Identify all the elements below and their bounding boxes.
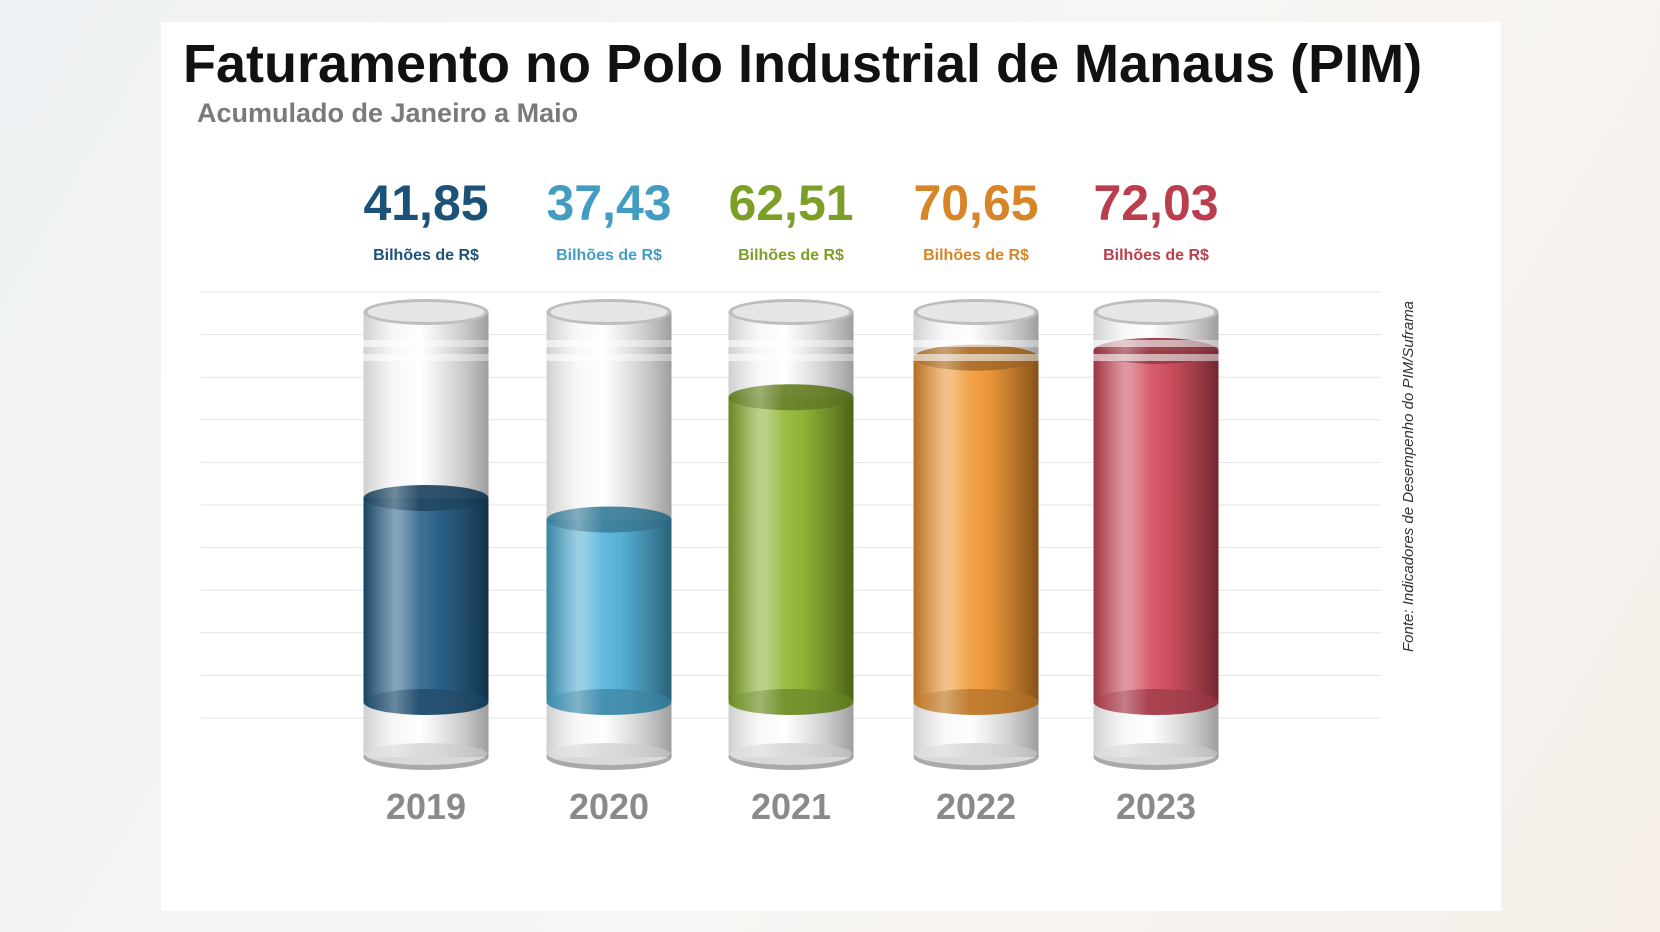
unit-label: Bilhões de R$ (738, 247, 844, 264)
year-label: 2022 (936, 786, 1016, 827)
chart-canvas: Faturamento no Polo Industrial de Manaus… (183, 34, 1422, 827)
tube-shine (363, 312, 489, 757)
bar-2023 (1093, 299, 1219, 770)
unit-label: Bilhões de R$ (1103, 247, 1209, 264)
source-note: Fonte: Indicadores de Desempenho do PIM/… (1400, 301, 1417, 652)
bar-series (363, 299, 1219, 770)
chart-subtitle: Acumulado de Janeiro a Maio (197, 98, 578, 128)
year-label: 2021 (751, 786, 831, 827)
bar-2022 (913, 299, 1039, 770)
label-layer: 41,85 Bilhões de R$ 2019 37,43 Bilhões de R$… (363, 175, 1218, 827)
tube-opening (732, 302, 850, 322)
unit-label: Bilhões de R$ (923, 247, 1029, 264)
tube-opening (367, 302, 485, 322)
bar-2019 (363, 299, 489, 770)
year-label: 2019 (386, 786, 466, 827)
unit-label: Bilhões de R$ (556, 247, 662, 264)
year-label: 2023 (1116, 786, 1196, 827)
tube-opening (1097, 302, 1215, 322)
tube-opening (550, 302, 668, 322)
chart-title: Faturamento no Polo Industrial de Manaus… (183, 34, 1422, 94)
bar-2021 (728, 299, 854, 770)
value-label: 62,51 (728, 175, 853, 231)
tube-shine (728, 312, 854, 757)
chart-card: Faturamento no Polo Industrial de Manaus… (161, 22, 1501, 911)
value-label: 37,43 (546, 175, 671, 231)
tube-shine (546, 312, 672, 757)
tube-shine (913, 312, 1039, 757)
value-label: 72,03 (1093, 175, 1218, 231)
bar-2020 (546, 299, 672, 770)
tube-shine (1093, 312, 1219, 757)
tube-opening (917, 302, 1035, 322)
value-label: 70,65 (913, 175, 1038, 231)
unit-label: Bilhões de R$ (373, 247, 479, 264)
value-label: 41,85 (363, 175, 488, 231)
year-label: 2020 (569, 786, 649, 827)
